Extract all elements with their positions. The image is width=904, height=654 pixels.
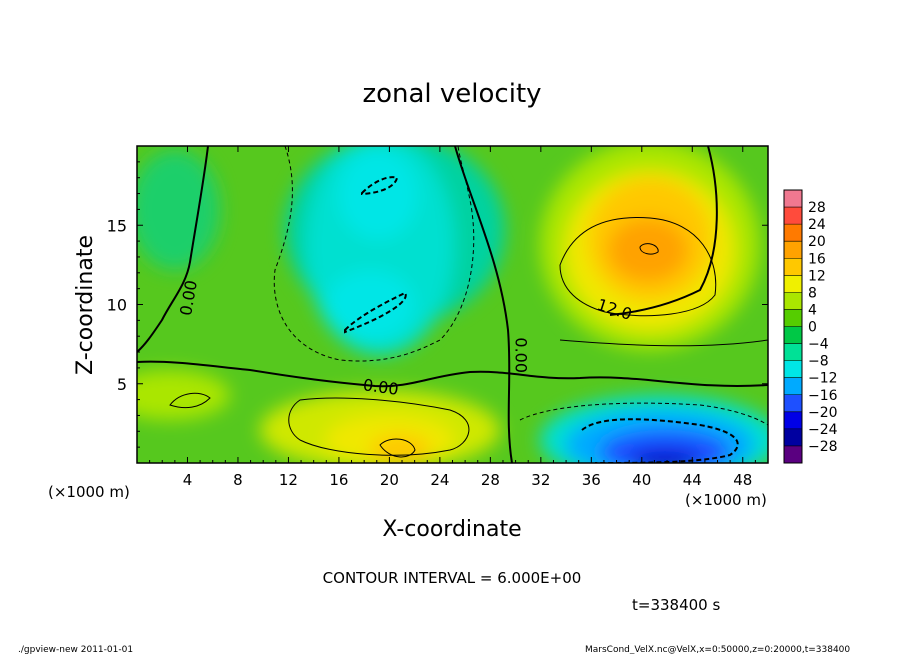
contour-label: 0.00 [511,337,530,373]
colorbar-swatch [784,207,802,225]
x-tick-label: 48 [733,471,752,489]
colorbar-swatch [784,360,802,379]
colorbar-swatch [784,343,802,362]
colorbar-label: −12 [808,371,838,387]
colorbar-swatch [784,292,802,310]
x-axis-label: X-coordinate [382,517,521,542]
colorbar-swatch [784,377,802,396]
y-tick-label: 15 [107,216,127,235]
y-tick-label: 5 [117,375,127,394]
footer-left: ./gpview-new 2011-01-01 [18,645,133,654]
contour-lines [137,146,768,463]
x-tick-label: 44 [683,471,702,489]
x-unit-right: (×1000 m) [685,491,767,509]
colorbar-label: 16 [808,251,826,267]
colorbar-label: 20 [808,234,826,250]
colorbar-label: −16 [808,388,838,404]
colorbar-label: −20 [808,405,838,421]
colorbar-swatch [784,258,802,276]
colorbar-label: 0 [808,320,817,336]
contour-label-group: 0.00 [511,337,530,373]
colorbar-label: −8 [808,354,829,370]
y-tick-label: 10 [107,296,127,315]
colorbar-label: 24 [808,217,826,233]
x-tick-label: 12 [279,471,298,489]
x-unit-left: (×1000 m) [48,483,130,501]
chart-title: zonal velocity [362,79,541,109]
colorbar-swatch [784,445,802,464]
colorbar-swatch [784,394,802,413]
x-tick-label: 40 [632,471,651,489]
colorbar-swatch [784,309,802,327]
x-tick-label: 32 [531,471,550,489]
colorbar-swatch [784,224,802,242]
colorbar-label: 12 [808,268,826,284]
contour-label: 0.00 [362,375,400,399]
colorbar-label: −28 [808,439,838,455]
contour-label-group: 0.00 [362,375,400,399]
contour-interval: CONTOUR INTERVAL = 6.000E+00 [323,569,582,587]
x-tick-label: 36 [582,471,601,489]
field-colors [137,146,768,463]
colorbar-label: 8 [808,285,817,301]
x-tick-label: 20 [380,471,399,489]
time-label: t=338400 s [632,596,720,614]
colorbar-swatch [784,428,802,447]
colorbar-swatch [784,190,802,208]
colorbar-swatch [784,326,802,345]
colorbar-swatch [784,241,802,259]
colorbar-label: 28 [808,200,826,216]
footer-right: MarsCond_VelX.nc@VelX,x=0:50000,z=0:2000… [585,645,850,654]
y-axis: 5 10 15 [107,161,768,448]
x-tick-label: 16 [329,471,348,489]
colorbar-swatch [784,411,802,430]
colorbar-label: −24 [808,422,838,438]
x-tick-label: 28 [481,471,500,489]
x-tick-label: 8 [233,471,243,489]
colorbar-label: −4 [808,337,829,353]
x-axis: 4 8 12 16 20 24 28 32 36 40 44 48 [149,146,756,489]
x-tick-label: 4 [183,471,193,489]
x-tick-label: 24 [430,471,449,489]
y-axis-label: Z-coordinate [73,235,98,375]
colorbar-label: 4 [808,302,817,318]
colorbar-swatch [784,275,802,293]
